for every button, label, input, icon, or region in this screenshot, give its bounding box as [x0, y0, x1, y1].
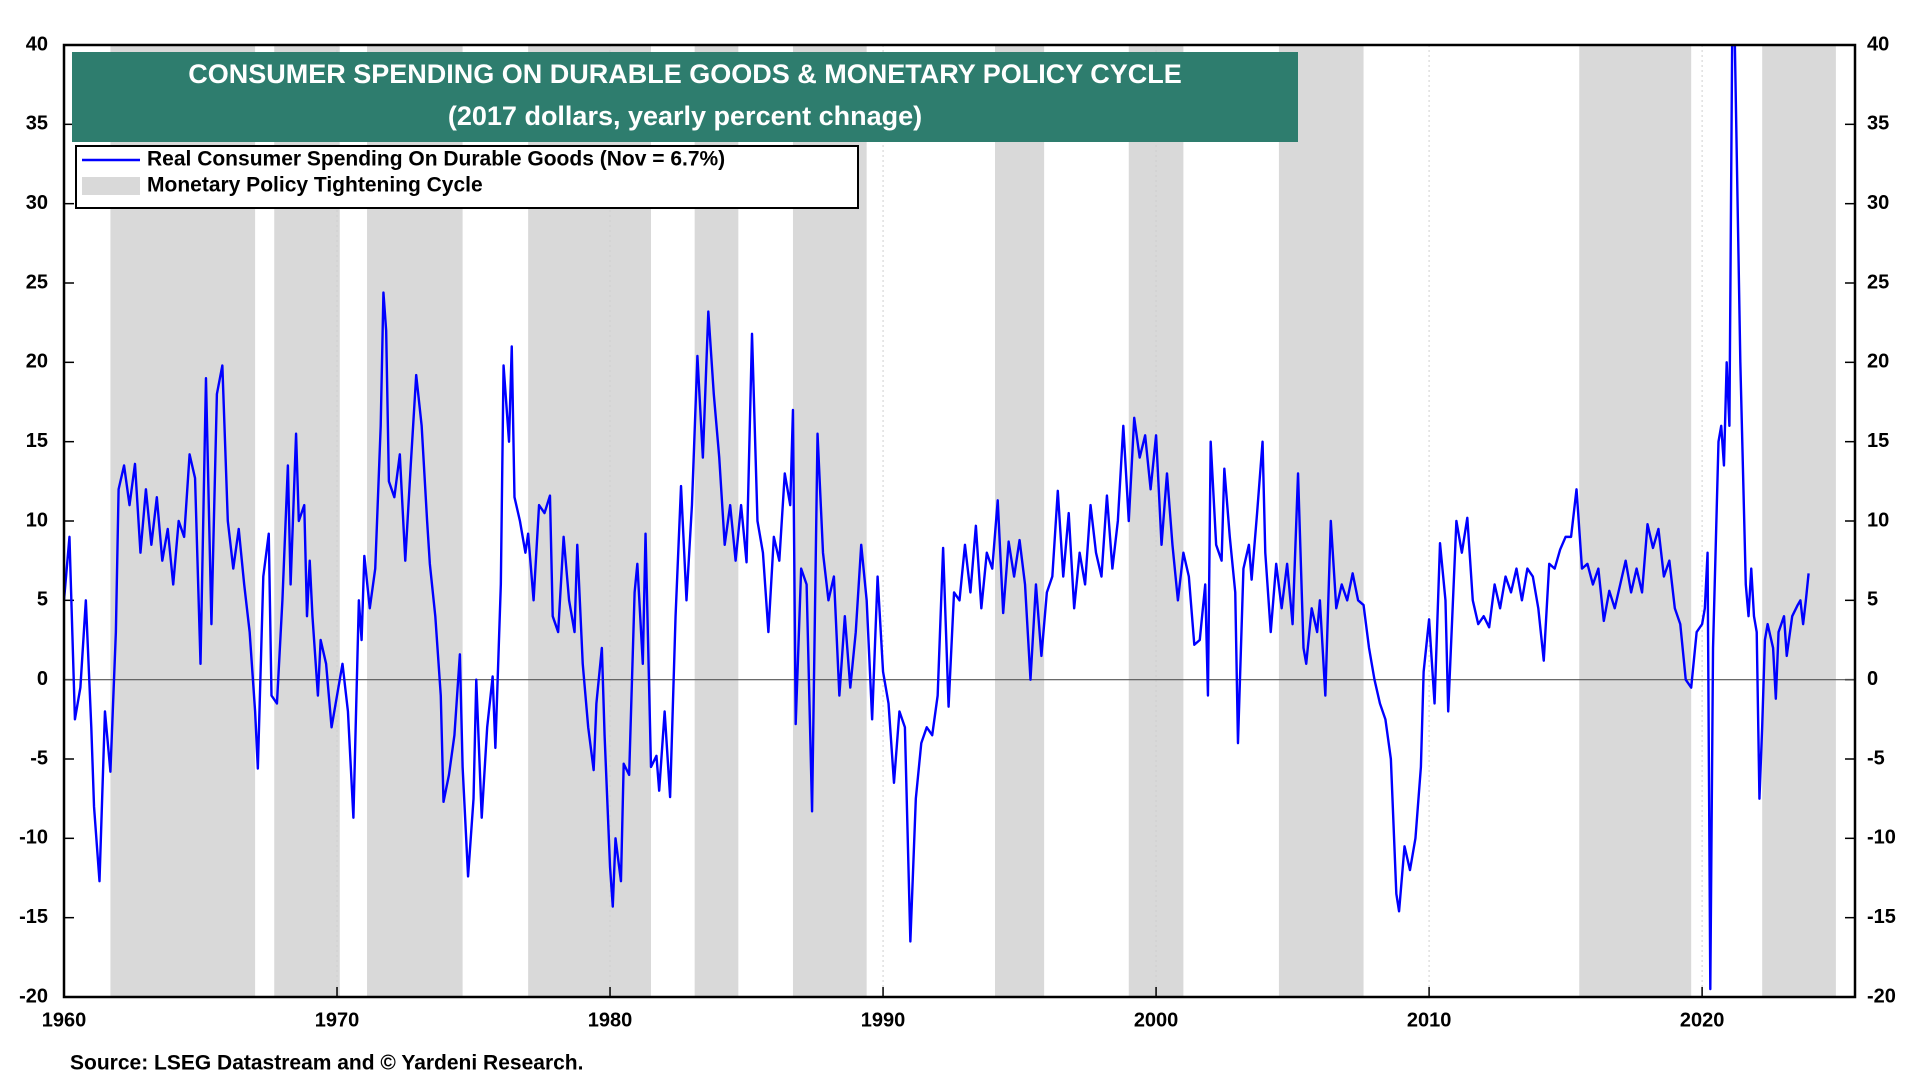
y2-tick-label: -20	[1867, 985, 1896, 1007]
y2-tick-label: 30	[1867, 192, 1889, 214]
y-tick-label: 0	[37, 668, 48, 690]
legend-box	[75, 145, 859, 209]
tightening-period	[1278, 45, 1364, 997]
y-tick-label: 10	[26, 509, 48, 531]
y2-tick-label: -15	[1867, 906, 1896, 928]
x-tick-label: 2000	[1134, 1009, 1179, 1031]
grid-layer	[63, 44, 1855, 998]
legend: Real Consumer Spending On Durable Goods …	[82, 148, 725, 197]
y2-tick-label: 0	[1867, 668, 1878, 690]
y-tick-label: -15	[19, 906, 48, 928]
x-tick-label: 1990	[861, 1009, 906, 1031]
y2-tick-label: 15	[1867, 430, 1889, 452]
y2-tick-label: 10	[1867, 509, 1889, 531]
tightening-period	[1579, 45, 1692, 997]
tightening-period	[994, 45, 1045, 997]
y2-tick-label: 25	[1867, 271, 1889, 293]
y2-tick-label: 40	[1867, 33, 1889, 55]
y-tick-label: -5	[30, 747, 48, 769]
x-tick-label: 1960	[42, 1009, 87, 1031]
y-tick-label: 25	[26, 271, 48, 293]
y-tick-label: 5	[37, 589, 48, 611]
title-box	[72, 52, 1298, 142]
legend-label: Monetary Policy Tightening Cycle	[147, 174, 483, 197]
y2-tick-label: -10	[1867, 827, 1896, 849]
line-layer	[64, 45, 1810, 991]
y-tick-label: 20	[26, 351, 48, 373]
tightening-period	[1762, 45, 1836, 997]
source-note: Source: LSEG Datastream and © Yardeni Re…	[70, 1052, 583, 1075]
y-tick-label: -20	[19, 985, 48, 1007]
x-tick-label: 2020	[1680, 1009, 1725, 1031]
y2-tick-label: 20	[1867, 351, 1889, 373]
legend-swatch	[82, 177, 140, 195]
plot-frame	[62, 43, 1857, 999]
y2-tick-label: -5	[1867, 747, 1885, 769]
y2-tick-label: 35	[1867, 113, 1889, 135]
y-tick-label: 30	[26, 192, 48, 214]
y-tick-label: 40	[26, 33, 48, 55]
y2-tick-label: 5	[1867, 589, 1878, 611]
x-tick-label: 1980	[588, 1009, 633, 1031]
y-tick-label: -10	[19, 827, 48, 849]
chart-subtitle: (2017 dollars, yearly percent chnage)	[448, 101, 922, 131]
y-tick-label: 15	[26, 430, 48, 452]
legend-label: Real Consumer Spending On Durable Goods …	[147, 148, 725, 171]
data-line	[64, 45, 1810, 991]
chart-title: CONSUMER SPENDING ON DURABLE GOODS & MON…	[188, 59, 1182, 89]
y-tick-label: 35	[26, 113, 48, 135]
x-tick-label: 1970	[315, 1009, 360, 1031]
x-tick-label: 2010	[1407, 1009, 1452, 1031]
